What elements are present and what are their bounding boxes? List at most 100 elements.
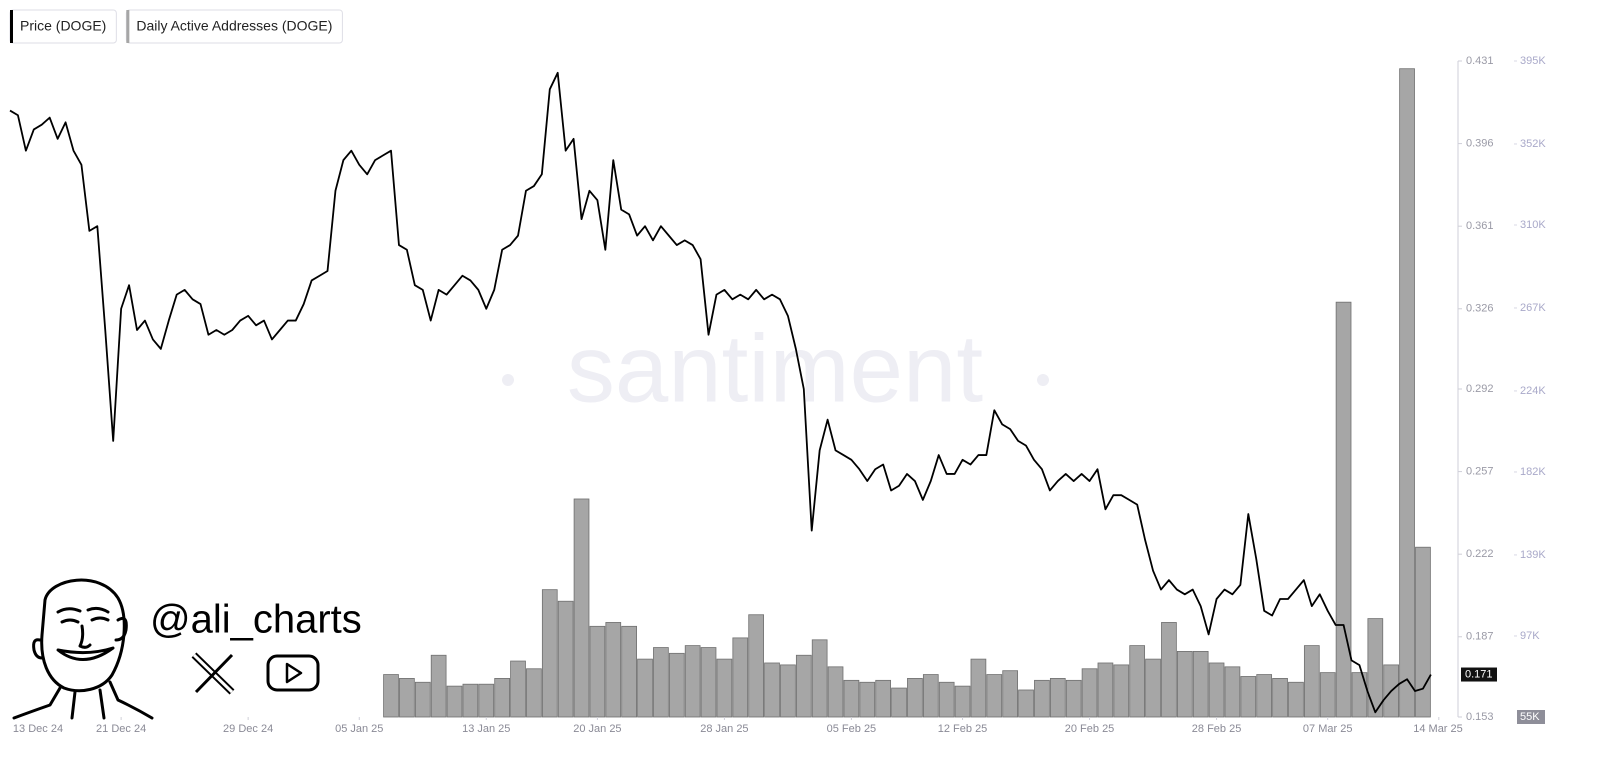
bar: [1208, 662, 1225, 718]
bar: [1049, 678, 1066, 718]
x-tick-label: 20 Feb 25: [1065, 723, 1115, 735]
bar: [764, 662, 780, 718]
bar: [605, 622, 622, 718]
bar: [1272, 678, 1288, 718]
bar: [827, 666, 844, 718]
bar: [970, 658, 987, 718]
bar: [875, 679, 892, 718]
legend-item[interactable]: Daily Active Addresses (DOGE): [125, 9, 343, 44]
legend: Price (DOGE) Daily Active Addresses (DOGE…: [9, 9, 343, 44]
bar: [478, 683, 495, 718]
bar: [1192, 651, 1209, 718]
legend-item[interactable]: Price (DOGE): [9, 9, 117, 44]
y2-tick-label: 97K: [1520, 630, 1540, 642]
bar: [383, 674, 399, 718]
bar: [637, 658, 653, 718]
avatar: [12, 578, 154, 720]
x-tick-label: 07 Mar 25: [1303, 723, 1353, 735]
branding: @ali_charts: [12, 578, 362, 720]
y2-tick-badge: [1517, 710, 1545, 724]
bar: [1351, 672, 1368, 718]
bar: [1335, 301, 1352, 718]
bar: [1399, 68, 1415, 718]
bar: [907, 678, 923, 718]
bar: [954, 685, 971, 718]
x-icon: [191, 652, 235, 695]
bar: [589, 625, 606, 718]
bar: [668, 652, 685, 718]
y2-tick-label: 267K: [1520, 302, 1546, 314]
bar: [684, 645, 701, 718]
y2-tick-label: 55K: [1520, 711, 1540, 723]
x-tick-label: 21 Dec 24: [96, 723, 146, 735]
bar: [1113, 664, 1130, 718]
bar: [1145, 658, 1161, 718]
price-line: [9, 71, 1432, 714]
youtube-icon: [266, 654, 320, 692]
x-tick-label: 29 Dec 24: [223, 723, 273, 735]
y-tick-label: 0.153: [1466, 711, 1494, 723]
y2-tick-label: 352K: [1520, 138, 1546, 150]
bar: [938, 681, 955, 718]
bar: [1288, 681, 1304, 718]
bar: [732, 637, 749, 718]
bar: [1240, 676, 1257, 718]
legend-label: Daily Active Addresses (DOGE): [136, 18, 332, 34]
bar: [986, 674, 1003, 718]
x-tick-label: 28 Feb 25: [1192, 723, 1242, 735]
y-tick-label: 0.361: [1466, 220, 1494, 232]
bar: [1034, 679, 1050, 718]
bar: [414, 681, 431, 718]
y-tick-label: 0.326: [1466, 303, 1494, 315]
watermark: santiment: [502, 315, 1049, 422]
bar: [557, 600, 574, 718]
bar: [891, 687, 907, 718]
bar: [1129, 645, 1146, 718]
bar: [780, 664, 796, 718]
y-tick-label: 0.222: [1466, 548, 1494, 560]
bar: [399, 678, 415, 718]
bar: [1319, 672, 1336, 718]
line-layer: [9, 71, 1432, 714]
y2-tick-label: 310K: [1520, 219, 1546, 231]
y2-tick-label: 182K: [1520, 466, 1546, 478]
y-tick-label: 0.431: [1466, 55, 1494, 67]
bar: [573, 498, 590, 718]
last-price-badge: [1461, 667, 1497, 682]
y2-tick-label: 224K: [1520, 385, 1546, 397]
bar: [1176, 651, 1193, 718]
bar: [1224, 666, 1241, 718]
bar: [653, 647, 669, 718]
y-tick-label: 0.292: [1466, 383, 1494, 395]
x-tick-label: 13 Dec 24: [13, 723, 63, 735]
bar: [526, 668, 542, 718]
bar: [1018, 689, 1034, 718]
y-tick-label: 0.257: [1466, 465, 1494, 477]
handle: @ali_charts: [150, 598, 362, 642]
bar: [1065, 679, 1082, 718]
legend-label: Price (DOGE): [20, 18, 106, 34]
bars-layer: [383, 68, 1431, 718]
bar: [462, 683, 479, 718]
bar: [1161, 622, 1177, 718]
bar: [922, 674, 939, 718]
bar: [1303, 645, 1320, 718]
bar: [621, 625, 637, 718]
x-tick-label: 13 Jan 25: [462, 723, 510, 735]
bar: [510, 660, 526, 718]
bar: [430, 654, 447, 718]
bar: [1002, 670, 1019, 718]
x-tick-label: 28 Jan 25: [700, 723, 748, 735]
legend-swatch: [10, 10, 13, 43]
x-tick-label: 20 Jan 25: [573, 723, 621, 735]
bar: [494, 678, 510, 718]
y2-tick-label: 395K: [1520, 55, 1546, 67]
last-price-label: 0.171: [1465, 668, 1493, 680]
bar: [1367, 618, 1384, 718]
bar: [843, 679, 860, 718]
y-tick-label: 0.396: [1466, 137, 1494, 149]
axes-layer: 0.153 0.187 0.222 0.257 0.292 0.326 0.361 0.396…: [13, 55, 1546, 735]
bar: [1415, 546, 1431, 718]
bar: [1081, 668, 1098, 718]
